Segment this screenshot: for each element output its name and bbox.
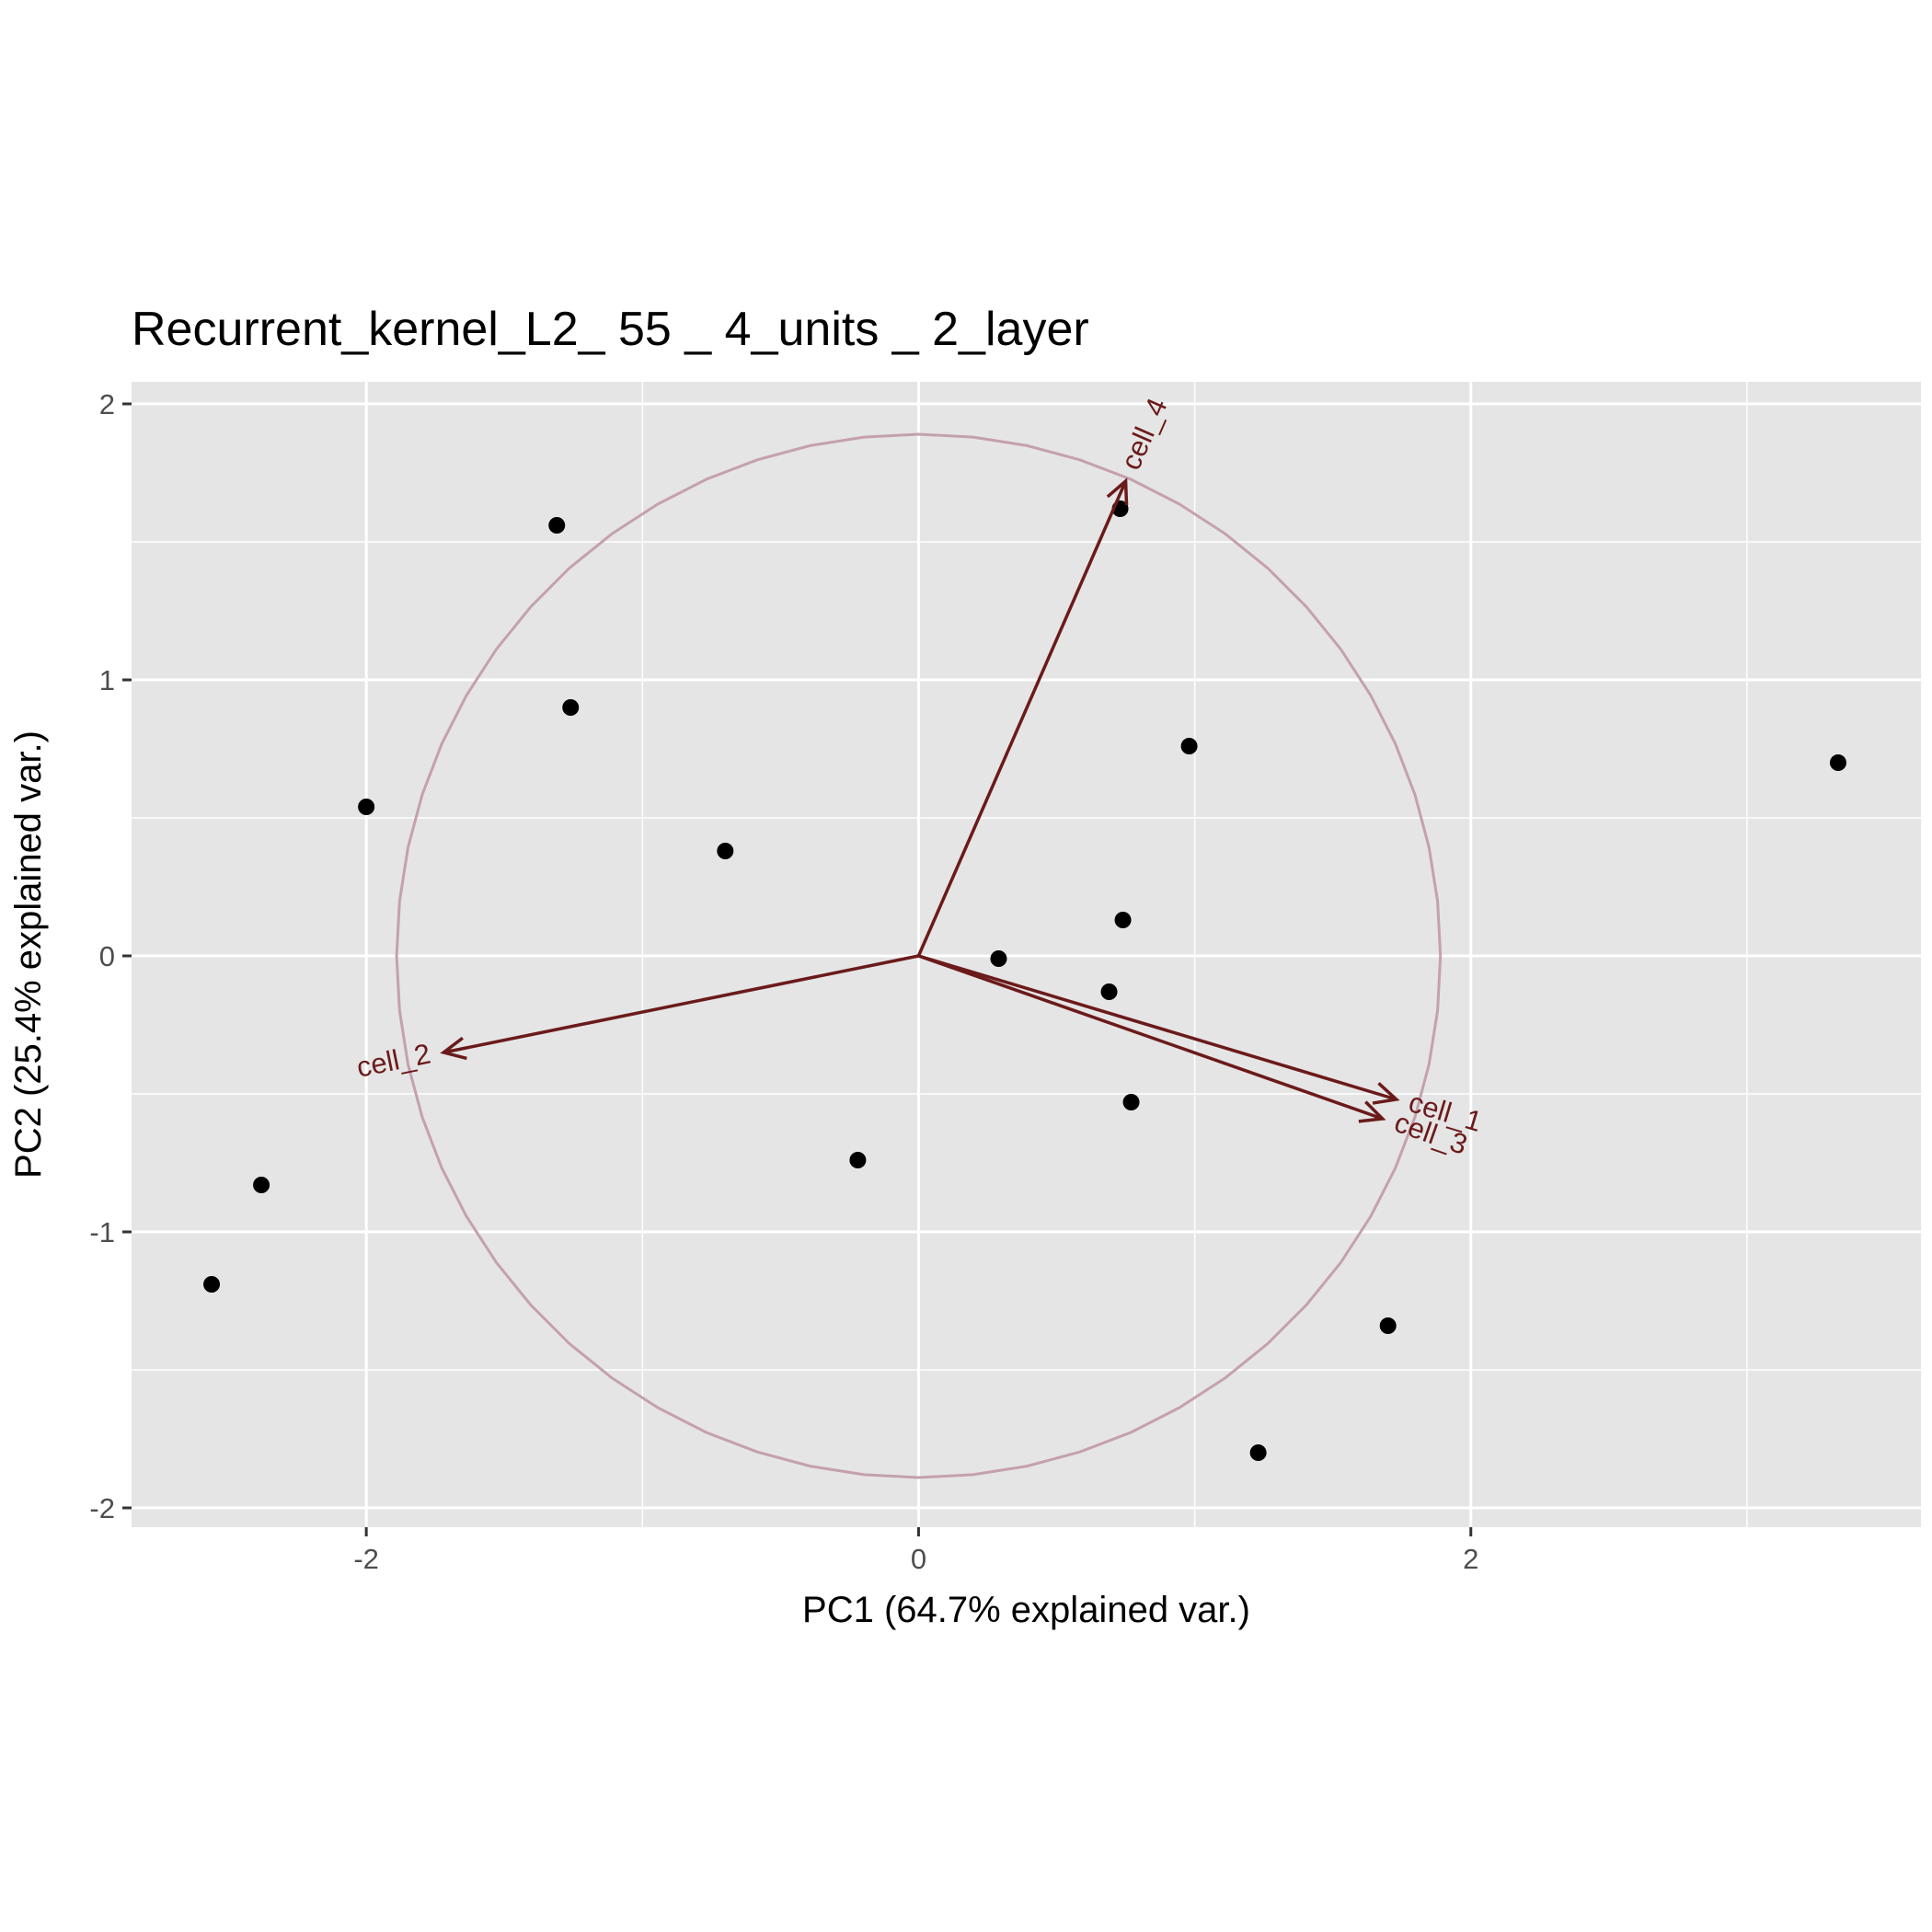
y-tick-label: 0 <box>99 940 115 972</box>
grid-major <box>132 382 1921 1527</box>
arrow-head-cell_1 <box>1372 1082 1400 1105</box>
data-point <box>358 799 375 815</box>
arrow-cell_4 <box>916 480 1128 957</box>
data-point <box>990 950 1007 967</box>
arrow-head-cell_3 <box>1358 1100 1386 1123</box>
chart-title: Recurrent_kernel_L2_ 55 _ 4_units _ 2_la… <box>132 303 1089 356</box>
x-tick-label: 0 <box>911 1543 926 1575</box>
y-tick-label: -1 <box>89 1216 115 1248</box>
data-point <box>203 1276 221 1293</box>
y-tick-label: -2 <box>89 1492 115 1524</box>
arrow-head-cell_4 <box>1106 477 1129 506</box>
arrow-cell_1 <box>917 954 1397 1101</box>
data-point <box>1100 983 1118 1000</box>
y-tick-label: 1 <box>99 664 115 696</box>
data-points <box>203 500 1846 1461</box>
y-axis-title: PC2 (25.4% explained var.) <box>8 730 49 1179</box>
data-point <box>548 517 566 534</box>
arrow-cell_3 <box>917 954 1384 1121</box>
data-point <box>1829 754 1846 771</box>
data-point <box>253 1177 270 1193</box>
data-point <box>1114 912 1132 928</box>
axis-ticks: -2 0 2 -2 -1 0 1 2 <box>89 388 1478 1575</box>
arrow-head-cell_2 <box>440 1036 467 1061</box>
data-point <box>1379 1317 1397 1334</box>
data-point <box>562 699 580 716</box>
x-tick-label: 2 <box>1463 1543 1478 1575</box>
x-tick-label: -2 <box>353 1543 379 1575</box>
correlation-circle <box>395 432 1443 1479</box>
data-point <box>1180 738 1198 754</box>
data-point <box>717 843 734 859</box>
data-point <box>1249 1444 1267 1461</box>
data-point <box>1122 1094 1140 1110</box>
arrow-cell_2 <box>443 954 919 1054</box>
y-tick-label: 2 <box>99 388 115 420</box>
data-point <box>849 1152 867 1168</box>
x-axis-title: PC1 (64.7% explained var.) <box>802 1590 1250 1630</box>
